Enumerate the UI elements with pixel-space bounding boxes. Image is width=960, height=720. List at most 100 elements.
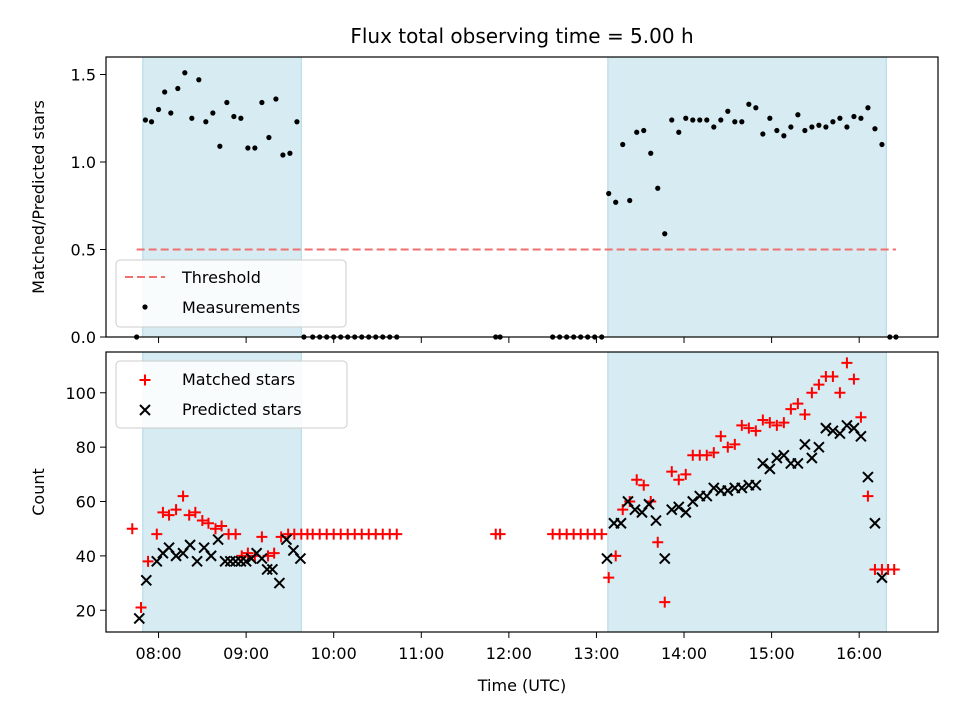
matched-star-point bbox=[157, 506, 169, 518]
measurement-point bbox=[760, 131, 766, 137]
measurement-point bbox=[781, 133, 787, 139]
predicted-star-point bbox=[133, 612, 145, 625]
matched-star-point bbox=[736, 419, 748, 431]
measurement-point bbox=[627, 197, 633, 204]
y-tick-label: 60 bbox=[76, 493, 96, 512]
measurement-point bbox=[168, 110, 174, 116]
measurement-point bbox=[175, 85, 181, 92]
measurement-point bbox=[606, 190, 612, 197]
predicted-star-point bbox=[750, 479, 762, 491]
measurement-point bbox=[238, 115, 244, 121]
matched-star-point bbox=[841, 357, 853, 369]
predicted-star-point bbox=[615, 517, 627, 529]
matched-star-point bbox=[708, 447, 720, 459]
predicted-star-point bbox=[722, 484, 734, 497]
y-axis-label: Count bbox=[29, 468, 48, 516]
predicted-star-point bbox=[855, 430, 867, 442]
matched-star-point bbox=[673, 474, 685, 486]
matched-star-point bbox=[764, 417, 776, 429]
measurement-point bbox=[823, 124, 829, 130]
matched-star-point bbox=[834, 387, 846, 399]
measurement-point bbox=[872, 126, 878, 132]
matched-star-point bbox=[189, 506, 201, 518]
top-panel: 0.0 0.5 1.0 1.5 Matched/Predicted stars Thres… bbox=[29, 56, 939, 347]
predicted-star-point bbox=[170, 550, 182, 562]
x-tick-label: 11:00 bbox=[398, 644, 444, 663]
legend-box bbox=[115, 259, 347, 328]
matched-star-point bbox=[216, 520, 228, 532]
measurement-point bbox=[148, 119, 155, 125]
predicted-star-point bbox=[813, 441, 825, 453]
measurement-point bbox=[746, 101, 752, 107]
x-tick-label: 15:00 bbox=[749, 644, 795, 663]
y-tick-label: 20 bbox=[76, 601, 96, 620]
measurement-point bbox=[774, 127, 780, 134]
measurement-point bbox=[634, 129, 640, 135]
measurement-point bbox=[753, 105, 759, 111]
legend-predicted-swatch bbox=[139, 404, 151, 416]
matched-star-point bbox=[494, 528, 506, 540]
measurement-point bbox=[613, 199, 619, 205]
matched-star-point bbox=[729, 438, 741, 450]
predicted-star-point bbox=[799, 438, 811, 451]
predicted-star-point bbox=[643, 498, 655, 510]
matched-star-point bbox=[603, 572, 615, 584]
matched-star-point bbox=[750, 425, 762, 437]
matched-star-point bbox=[610, 550, 622, 562]
predicted-star-point bbox=[771, 452, 783, 464]
matched-star-point bbox=[202, 517, 214, 529]
matched-star-point bbox=[785, 403, 797, 415]
measurement-point bbox=[690, 117, 696, 123]
matched-star-point bbox=[701, 449, 713, 461]
matched-star-point bbox=[848, 373, 860, 385]
measurement-point bbox=[816, 122, 822, 128]
measurement-point bbox=[287, 150, 293, 156]
predicted-star-point bbox=[666, 503, 678, 516]
predicted-star-point bbox=[205, 550, 217, 562]
measurement-point bbox=[655, 185, 661, 191]
measurement-point bbox=[217, 143, 223, 149]
predicted-star-point bbox=[256, 552, 268, 565]
x-tick-label: 12:00 bbox=[486, 644, 532, 663]
measurement-point bbox=[851, 113, 857, 120]
measurement-point bbox=[155, 106, 162, 113]
predicted-star-point bbox=[659, 552, 671, 565]
matched-star-point bbox=[757, 414, 769, 426]
measurement-point bbox=[273, 96, 279, 102]
legend-measurements-label: Measurements bbox=[182, 298, 300, 317]
measurement-point bbox=[802, 127, 808, 134]
predicted-star-point bbox=[792, 457, 804, 470]
predicted-star-point bbox=[140, 574, 152, 587]
measurement-point bbox=[879, 141, 885, 148]
matched-star-point bbox=[743, 422, 755, 434]
predicted-star-point bbox=[841, 419, 853, 432]
matched-star-point bbox=[183, 509, 195, 521]
matched-star-point bbox=[230, 528, 242, 540]
measurement-point bbox=[739, 119, 745, 125]
y-tick-label: 1.0 bbox=[71, 153, 96, 172]
matched-star-point bbox=[256, 531, 268, 543]
predicted-star-point bbox=[820, 422, 832, 434]
bottom-panel: 20 40 60 80 100 08:00 09:00 10:00 11:00 12:00 13:0… bbox=[29, 351, 939, 695]
legend-matched-swatch bbox=[139, 374, 151, 386]
measurement-point bbox=[732, 119, 738, 125]
matched-star-point bbox=[170, 504, 182, 516]
measurement-point bbox=[795, 112, 801, 118]
matched-star-point bbox=[163, 509, 175, 521]
measurement-point bbox=[697, 117, 703, 123]
predicted-star-point bbox=[629, 503, 641, 516]
matched-star-point bbox=[722, 441, 734, 453]
matched-star-point bbox=[142, 555, 154, 567]
predicted-star-point bbox=[757, 457, 769, 470]
measurement-point bbox=[142, 117, 149, 123]
y-tick-label: 40 bbox=[76, 547, 96, 566]
x-tick-label: 13:00 bbox=[573, 644, 619, 663]
legend-measurements-swatch bbox=[142, 304, 148, 310]
measurement-point bbox=[259, 99, 265, 106]
measurement-point bbox=[224, 99, 230, 106]
matched-star-point bbox=[680, 468, 692, 480]
y-tick-label: 0.5 bbox=[71, 241, 96, 260]
measurement-point bbox=[865, 105, 871, 111]
measurement-point bbox=[788, 124, 794, 130]
matched-star-point bbox=[659, 596, 671, 608]
